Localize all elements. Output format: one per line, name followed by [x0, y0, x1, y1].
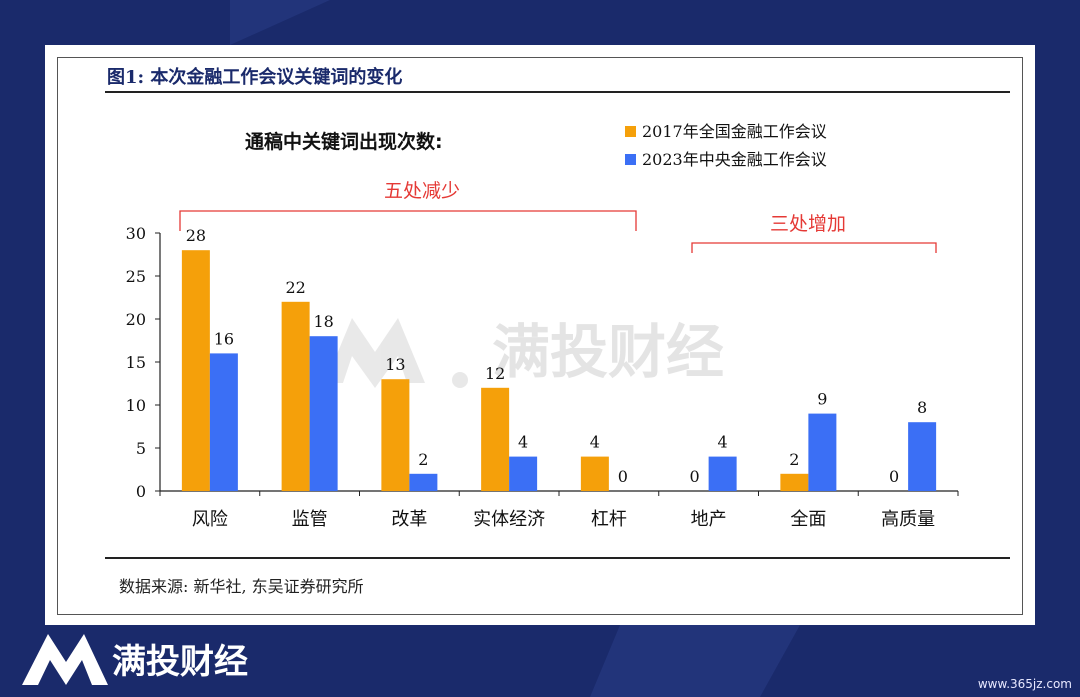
x-tick-label: 改革	[391, 509, 427, 530]
legend-swatch-2017	[625, 126, 636, 137]
data-label: 0	[889, 467, 899, 486]
data-label: 0	[690, 467, 700, 486]
x-tick-label: 监管	[292, 509, 328, 530]
data-label: 12	[485, 364, 505, 383]
data-label: 9	[817, 390, 827, 409]
legend-label-2017: 2017年全国金融工作会议	[642, 122, 827, 141]
data-label: 13	[385, 355, 405, 374]
chart-title: 通稿中关键词出现次数:	[245, 130, 443, 153]
legend-swatch-2023	[625, 154, 636, 165]
annotation-decrease-bracket	[179, 210, 637, 231]
data-label: 8	[917, 398, 927, 417]
data-label: 2	[418, 450, 428, 469]
watermark-text: 满投财经	[492, 318, 724, 386]
annotation-decrease: 五处减少	[179, 180, 637, 231]
legend: 2017年全国金融工作会议 2023年中央金融工作会议	[625, 122, 827, 169]
data-label: 18	[313, 312, 333, 331]
y-tick-label: 30	[126, 224, 146, 243]
watermark: 满投财经	[325, 318, 724, 388]
source-rule	[105, 557, 1010, 559]
title-rule	[105, 91, 1010, 93]
bar	[908, 422, 937, 491]
data-label: 4	[718, 433, 728, 452]
x-tick-label: 实体经济	[473, 509, 545, 530]
x-tick-label: 地产	[691, 509, 727, 530]
brand-logo-icon	[22, 634, 108, 685]
data-label: 22	[285, 278, 305, 297]
bar	[708, 456, 737, 491]
bars	[181, 250, 937, 491]
figure-source: 数据来源: 新华社, 东吴证券研究所	[119, 577, 364, 596]
annotation-increase-label: 三处增加	[770, 213, 846, 235]
legend-label-2023: 2023年中央金融工作会议	[642, 150, 827, 169]
y-tick-label: 0	[136, 482, 146, 501]
y-tick-label: 5	[136, 439, 146, 458]
y-tick-label: 20	[126, 310, 146, 329]
bar	[580, 456, 609, 491]
y-tick-label: 10	[126, 396, 146, 415]
data-label: 0	[618, 467, 628, 486]
x-tick-label: 全面	[790, 509, 826, 530]
bar	[309, 336, 338, 491]
footer-brand: 满投财经	[112, 642, 248, 682]
bar	[409, 473, 438, 491]
data-label: 4	[590, 433, 600, 452]
bar	[209, 353, 238, 491]
data-label: 16	[214, 329, 234, 348]
figure-title: 图1: 本次金融工作会议关键词的变化	[107, 67, 403, 88]
bar	[281, 301, 310, 491]
annotation-decrease-label: 五处减少	[384, 180, 460, 202]
bar	[181, 250, 210, 491]
y-tick-label: 25	[126, 267, 146, 286]
bar	[808, 413, 837, 491]
bar	[780, 473, 809, 491]
annotation-increase: 三处增加	[691, 213, 937, 253]
figure-frame	[57, 57, 1023, 615]
x-tick-label: 杠杆	[591, 509, 627, 530]
footer-url: www.365jz.com	[977, 677, 1072, 691]
x-tick-label: 风险	[192, 509, 228, 530]
data-label: 28	[186, 226, 206, 245]
data-label: 2	[789, 450, 799, 469]
bar	[509, 456, 538, 491]
x-tick-label: 高质量	[881, 509, 935, 530]
figure-card: 图1: 本次金融工作会议关键词的变化 数据来源: 新华社, 东吴证券研究所	[45, 45, 1035, 625]
y-tick-label: 15	[126, 353, 146, 372]
watermark-logo-icon	[325, 318, 468, 388]
bar	[381, 379, 410, 491]
data-label: 4	[518, 433, 528, 452]
bar	[481, 387, 510, 491]
annotation-increase-bracket	[691, 242, 937, 253]
